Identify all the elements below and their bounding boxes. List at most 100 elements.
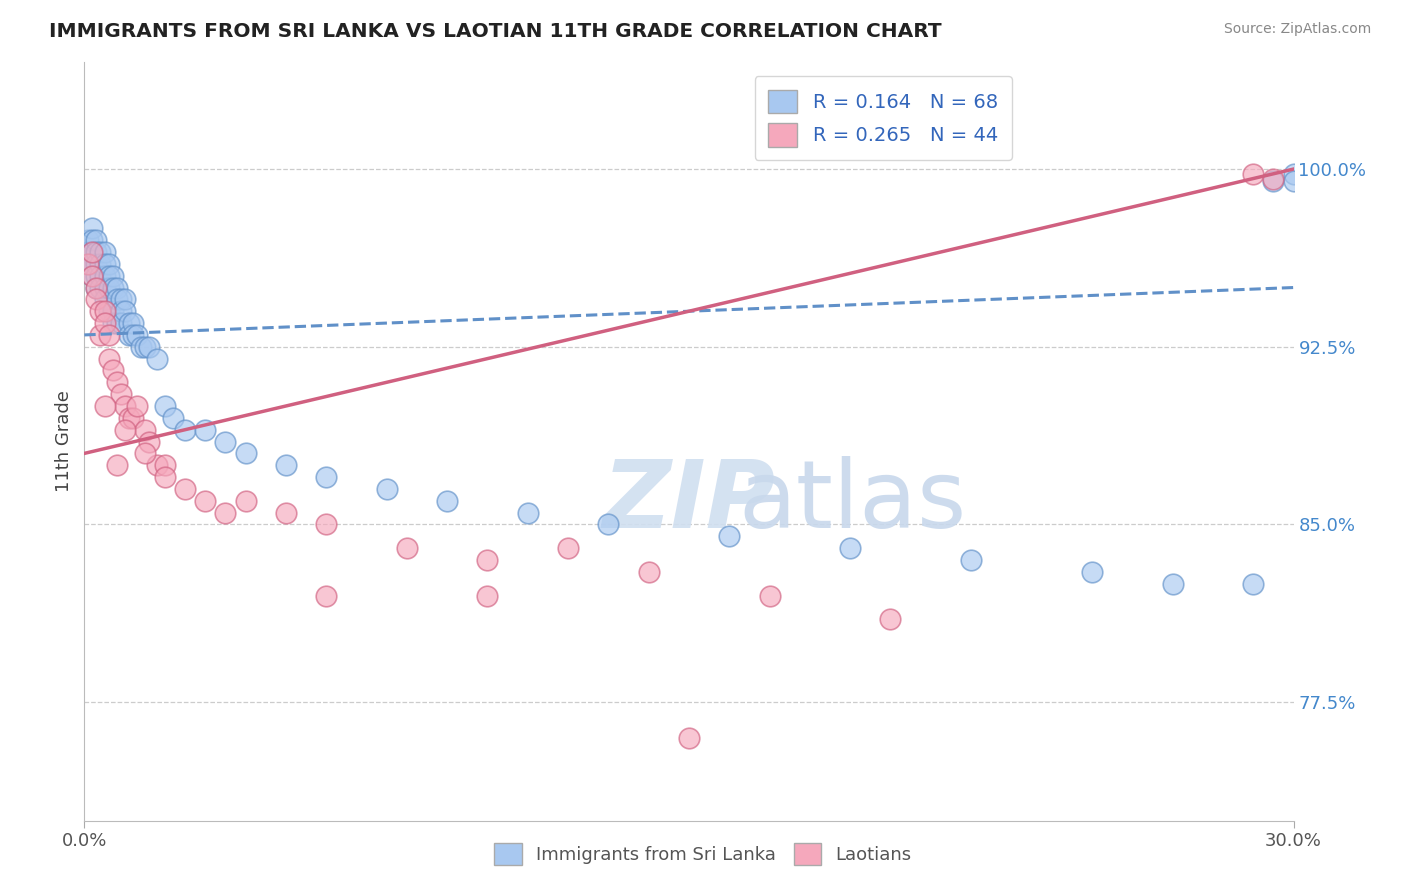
Point bbox=[110, 316, 132, 330]
Point bbox=[121, 410, 143, 425]
Text: Source: ZipAtlas.com: Source: ZipAtlas.com bbox=[1223, 22, 1371, 37]
Point bbox=[235, 446, 257, 460]
Point bbox=[557, 541, 579, 556]
Point bbox=[125, 327, 148, 342]
Point bbox=[477, 553, 499, 567]
Point bbox=[235, 493, 257, 508]
Point bbox=[1241, 576, 1264, 591]
Point bbox=[110, 293, 132, 307]
Point bbox=[82, 221, 104, 235]
Point bbox=[93, 316, 115, 330]
Point bbox=[101, 268, 124, 283]
Point bbox=[86, 280, 108, 294]
Point bbox=[110, 387, 132, 401]
Point bbox=[89, 257, 111, 271]
Point bbox=[598, 517, 620, 532]
Point bbox=[97, 351, 120, 366]
Point bbox=[960, 553, 983, 567]
Point bbox=[146, 351, 169, 366]
Point bbox=[194, 493, 217, 508]
Point bbox=[77, 257, 100, 271]
Point bbox=[125, 399, 148, 413]
Point bbox=[86, 268, 108, 283]
Point bbox=[1081, 565, 1104, 579]
Point bbox=[101, 304, 124, 318]
Point bbox=[86, 233, 108, 247]
Point bbox=[129, 340, 152, 354]
Point bbox=[153, 470, 176, 484]
Point bbox=[194, 423, 217, 437]
Point bbox=[97, 304, 120, 318]
Point bbox=[118, 410, 141, 425]
Point bbox=[101, 363, 124, 377]
Point bbox=[114, 423, 136, 437]
Point bbox=[758, 589, 780, 603]
Point bbox=[93, 280, 115, 294]
Point bbox=[134, 446, 156, 460]
Point bbox=[395, 541, 418, 556]
Point bbox=[375, 482, 398, 496]
Point bbox=[138, 340, 160, 354]
Point bbox=[86, 280, 108, 294]
Point bbox=[1263, 174, 1285, 188]
Point bbox=[121, 327, 143, 342]
Point bbox=[214, 506, 236, 520]
Point bbox=[105, 458, 128, 473]
Point bbox=[1282, 174, 1305, 188]
Point bbox=[97, 280, 120, 294]
Point bbox=[118, 316, 141, 330]
Point bbox=[105, 376, 128, 390]
Point bbox=[97, 327, 120, 342]
Y-axis label: 11th Grade: 11th Grade bbox=[55, 391, 73, 492]
Point bbox=[86, 293, 108, 307]
Text: ZIP: ZIP bbox=[603, 456, 775, 549]
Point bbox=[77, 244, 100, 259]
Point bbox=[93, 244, 115, 259]
Point bbox=[114, 399, 136, 413]
Point bbox=[82, 244, 104, 259]
Point bbox=[89, 327, 111, 342]
Point bbox=[121, 316, 143, 330]
Point bbox=[153, 399, 176, 413]
Point bbox=[82, 233, 104, 247]
Point bbox=[86, 244, 108, 259]
Point bbox=[174, 423, 197, 437]
Point bbox=[637, 565, 659, 579]
Point bbox=[77, 233, 100, 247]
Point bbox=[516, 506, 538, 520]
Point bbox=[89, 268, 111, 283]
Legend: R = 0.164   N = 68, R = 0.265   N = 44: R = 0.164 N = 68, R = 0.265 N = 44 bbox=[755, 76, 1012, 161]
Point bbox=[274, 458, 297, 473]
Point bbox=[89, 280, 111, 294]
Point bbox=[89, 304, 111, 318]
Point bbox=[718, 529, 741, 543]
Point bbox=[93, 268, 115, 283]
Point bbox=[101, 316, 124, 330]
Point bbox=[134, 340, 156, 354]
Point bbox=[1161, 576, 1184, 591]
Text: IMMIGRANTS FROM SRI LANKA VS LAOTIAN 11TH GRADE CORRELATION CHART: IMMIGRANTS FROM SRI LANKA VS LAOTIAN 11T… bbox=[49, 22, 942, 41]
Point bbox=[436, 493, 458, 508]
Point bbox=[315, 589, 337, 603]
Point bbox=[315, 470, 337, 484]
Point bbox=[93, 257, 115, 271]
Point bbox=[477, 589, 499, 603]
Point bbox=[93, 304, 115, 318]
Point bbox=[105, 316, 128, 330]
Point bbox=[105, 293, 128, 307]
Point bbox=[97, 257, 120, 271]
Point bbox=[678, 731, 700, 745]
Point bbox=[101, 280, 124, 294]
Point bbox=[105, 280, 128, 294]
Legend: Immigrants from Sri Lanka, Laotians: Immigrants from Sri Lanka, Laotians bbox=[488, 836, 918, 872]
Point bbox=[138, 434, 160, 449]
Point bbox=[153, 458, 176, 473]
Point bbox=[114, 304, 136, 318]
Point bbox=[118, 327, 141, 342]
Point bbox=[82, 257, 104, 271]
Point bbox=[97, 268, 120, 283]
Point bbox=[839, 541, 862, 556]
Point bbox=[162, 410, 184, 425]
Point bbox=[82, 268, 104, 283]
Point bbox=[315, 517, 337, 532]
